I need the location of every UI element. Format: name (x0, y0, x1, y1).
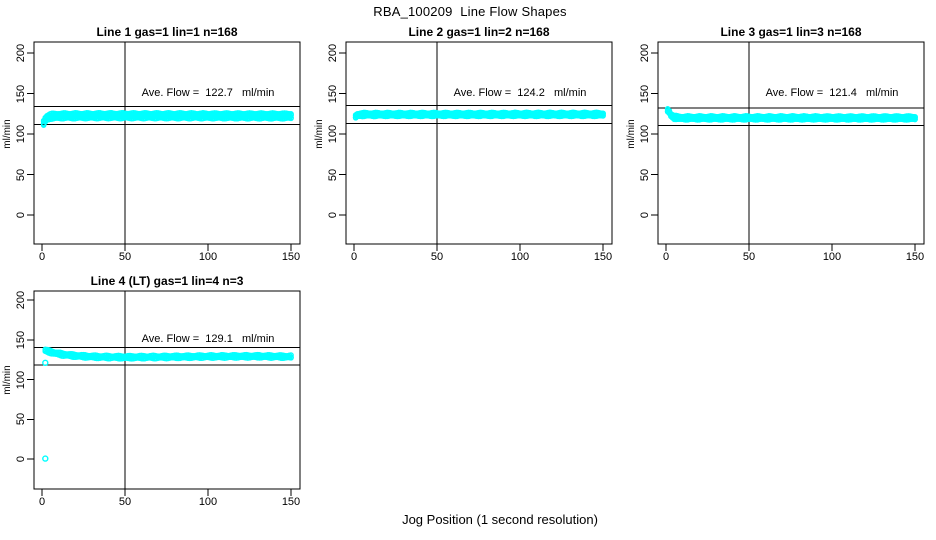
x-tick-label: 0 (38, 496, 46, 508)
subplot-line-3-ave-flow-annotation: Ave. Flow = 121.4 ml/min (765, 86, 899, 99)
subplot-line-4-plot-area (27, 290, 301, 496)
x-tick-label: 150 (281, 496, 301, 508)
x-tick-label: 0 (350, 251, 358, 263)
plot-box (33, 290, 301, 490)
x-tick-label: 50 (430, 251, 444, 263)
y-tick-label: 100 (15, 124, 27, 144)
subplot-line-2-title: Line 2 gas=1 lin=2 n=168 (408, 25, 550, 39)
y-tick-label: 200 (639, 43, 651, 63)
y-tick-label: 50 (15, 168, 27, 181)
subplot-line-3-plot-area (651, 41, 925, 251)
subplot-line-1-title: Line 1 gas=1 lin=1 n=168 (96, 25, 238, 39)
plot-box (657, 41, 925, 245)
plot-box (345, 41, 613, 245)
y-tick-label: 50 (15, 413, 27, 426)
y-tick-label: 0 (15, 455, 27, 463)
flow-data-points (664, 106, 918, 123)
outlier-point (42, 455, 49, 462)
x-tick-label: 50 (118, 251, 132, 263)
plot-box (33, 41, 301, 245)
y-tick-label: 150 (327, 84, 339, 103)
x-tick-label: 50 (742, 251, 756, 263)
y-tick-label: 150 (15, 84, 27, 103)
y-tick-label: 100 (639, 124, 651, 144)
y-tick-label: 100 (327, 124, 339, 144)
x-tick-label: 0 (662, 251, 670, 263)
subplot-line-2-plot-area (339, 41, 613, 251)
y-tick-label: 150 (15, 330, 27, 349)
x-tick-label: 150 (281, 251, 301, 263)
y-axis-label: ml/min (314, 119, 325, 149)
subplot-line-1-plot-area (27, 41, 301, 251)
x-tick-label: 150 (593, 251, 613, 263)
flow-data-points (42, 346, 294, 462)
x-tick-label: 100 (198, 251, 218, 263)
x-tick-label: 50 (118, 496, 132, 508)
y-tick-label: 200 (327, 43, 339, 63)
y-tick-label: 0 (327, 211, 339, 219)
y-axis-label: ml/min (2, 364, 13, 395)
subplot-line-3-title: Line 3 gas=1 lin=3 n=168 (720, 25, 862, 39)
outlier-point (42, 359, 49, 367)
flow-data-points (352, 109, 606, 121)
subplot-line-4-ave-flow-annotation: Ave. Flow = 129.1 ml/min (141, 332, 275, 345)
x-tick-label: 100 (198, 496, 218, 508)
flow-data-points (40, 109, 294, 128)
y-tick-label: 0 (15, 211, 27, 219)
subplot-line-2-ave-flow-annotation: Ave. Flow = 124.2 ml/min (453, 86, 587, 99)
y-tick-label: 200 (15, 43, 27, 63)
y-axis-label: ml/min (2, 119, 13, 149)
y-tick-label: 0 (639, 211, 651, 219)
x-tick-label: 150 (905, 251, 925, 263)
y-tick-label: 150 (639, 84, 651, 103)
x-tick-label: 0 (38, 251, 46, 263)
subplot-line-1-ave-flow-annotation: Ave. Flow = 122.7 ml/min (141, 86, 275, 99)
y-tick-label: 200 (15, 290, 27, 310)
y-axis-label: ml/min (626, 119, 637, 149)
y-tick-label: 100 (15, 370, 27, 389)
x-tick-label: 100 (822, 251, 842, 263)
figure-title: RBA_100209 Line Flow Shapes (373, 4, 567, 19)
y-tick-label: 50 (639, 168, 651, 181)
y-tick-label: 50 (327, 168, 339, 181)
x-tick-label: 100 (510, 251, 530, 263)
subplot-line-4-title: Line 4 (LT) gas=1 lin=4 n=3 (90, 274, 244, 288)
x-axis-label: Jog Position (1 second resolution) (402, 512, 598, 527)
